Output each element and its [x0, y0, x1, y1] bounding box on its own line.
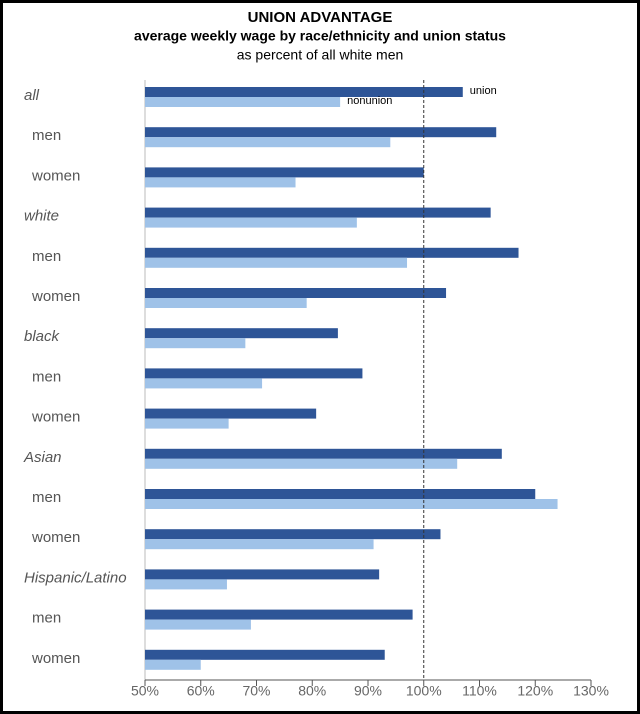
bar [145, 458, 458, 469]
chart-subtitle: average weekly wage by race/ethnicity an… [134, 28, 506, 44]
y-tick-label: men [32, 610, 61, 627]
legend-label: union [470, 85, 497, 97]
y-tick-label: women [31, 529, 80, 546]
bar [145, 328, 338, 339]
x-tick-label: 70% [242, 683, 270, 699]
y-tick-label: Hispanic/Latino [24, 569, 127, 586]
bar [145, 499, 558, 509]
bar [145, 539, 374, 550]
bar [145, 97, 341, 107]
bar [145, 207, 491, 218]
bar [145, 247, 519, 258]
bar [145, 529, 441, 540]
y-tick-label: women [31, 409, 80, 426]
bar [145, 167, 424, 178]
legend-label: nonunion [347, 95, 392, 107]
bar [145, 579, 227, 590]
y-tick-label: Asian [23, 449, 62, 466]
y-tick-label: men [32, 248, 61, 265]
bar [145, 378, 263, 389]
y-tick-label: women [31, 288, 80, 305]
bar [145, 87, 463, 97]
y-tick-label: women [31, 650, 80, 667]
y-tick-label: white [24, 208, 59, 225]
bar [145, 217, 357, 228]
bar [145, 298, 307, 308]
x-tick-label: 80% [298, 683, 326, 699]
bar [145, 659, 201, 670]
chart-note: as percent of all white men [237, 47, 404, 63]
bar [145, 609, 413, 620]
bar [145, 489, 536, 499]
bar [145, 368, 363, 379]
bar [145, 127, 497, 138]
x-tick-label: 90% [354, 683, 382, 699]
bar [145, 619, 251, 630]
y-tick-label: men [32, 368, 61, 385]
y-tick-label: men [32, 127, 61, 144]
chart-title: UNION ADVANTAGE [248, 9, 393, 26]
bar [145, 569, 380, 580]
x-tick-label: 120% [517, 683, 553, 699]
x-tick-label: 130% [573, 683, 609, 699]
bar [145, 448, 502, 459]
bar [145, 649, 385, 660]
y-tick-label: all [24, 87, 40, 104]
bar [145, 137, 391, 148]
bar [145, 177, 296, 188]
bar [145, 288, 447, 298]
x-tick-label: 100% [406, 683, 442, 699]
x-tick-label: 50% [131, 683, 159, 699]
bar [145, 338, 246, 349]
y-tick-label: black [24, 328, 61, 345]
bar [145, 257, 408, 268]
bar [145, 418, 229, 429]
y-tick-label: women [31, 167, 80, 184]
bar [145, 408, 317, 419]
x-tick-label: 60% [187, 683, 215, 699]
x-tick-label: 110% [462, 683, 497, 699]
y-tick-label: men [32, 489, 61, 506]
